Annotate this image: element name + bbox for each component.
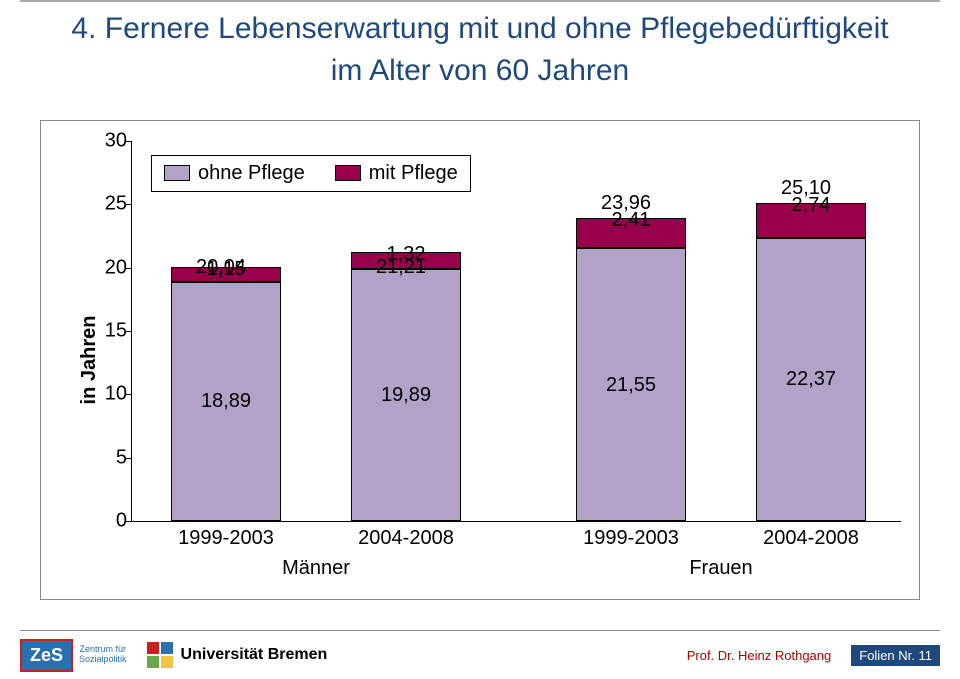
legend-swatch bbox=[335, 165, 361, 181]
x-category-label: 1999-2003 bbox=[156, 527, 296, 550]
author-name: Prof. Dr. Heinz Rothgang bbox=[687, 648, 832, 663]
x-category-label: 2004-2008 bbox=[741, 527, 881, 550]
university-mark-icon bbox=[147, 642, 173, 668]
y-tick-label: 30 bbox=[91, 130, 127, 153]
legend-label: mit Pflege bbox=[369, 162, 458, 184]
x-group-label: Frauen bbox=[621, 557, 821, 580]
footer: ZeS Zentrum fürSozialpolitik Universität… bbox=[0, 631, 960, 679]
university-name: Universität Bremen bbox=[181, 646, 328, 664]
zes-subtitle: Zentrum fürSozialpolitik bbox=[79, 645, 127, 665]
footer-right: Prof. Dr. Heinz Rothgang Folien Nr. 11 bbox=[687, 645, 940, 666]
segment-value-label: 19,89 bbox=[351, 384, 461, 407]
stacked-bar-chart: in Jahren 051015202530 18,891,1519,891,3… bbox=[41, 121, 919, 599]
chart-frame: in Jahren 051015202530 18,891,1519,891,3… bbox=[40, 120, 920, 600]
university-logo: Universität Bremen bbox=[147, 642, 328, 668]
y-tick-label: 5 bbox=[91, 446, 127, 469]
title-line-1: 4. Fernere Lebenserwartung mit und ohne … bbox=[71, 12, 888, 45]
y-tick-label: 20 bbox=[91, 256, 127, 279]
y-tick-label: 25 bbox=[91, 193, 127, 216]
segment-value-label: 21,55 bbox=[576, 374, 686, 397]
y-tick-label: 15 bbox=[91, 320, 127, 343]
zes-logo-box: ZeS bbox=[20, 639, 73, 672]
bar: 18,891,15 bbox=[171, 141, 281, 521]
x-axis bbox=[131, 521, 901, 522]
top-rule bbox=[20, 0, 940, 2]
segment-value-label: 18,89 bbox=[171, 390, 281, 413]
bar-total-label: 25,10 bbox=[781, 177, 831, 200]
bar-total-label: 21,21 bbox=[376, 256, 426, 279]
slide-number: Folien Nr. 11 bbox=[851, 645, 940, 666]
y-tick-label: 0 bbox=[91, 510, 127, 533]
bar-total-label: 20,04 bbox=[196, 256, 246, 279]
legend: ohne Pflege mit Pflege bbox=[151, 155, 471, 192]
y-tick-label: 10 bbox=[91, 383, 127, 406]
legend-label: ohne Pflege bbox=[198, 162, 305, 184]
x-category-label: 1999-2003 bbox=[561, 527, 701, 550]
legend-item: ohne Pflege bbox=[164, 162, 305, 185]
bar: 19,891,32 bbox=[351, 141, 461, 521]
slide-title: 4. Fernere Lebenserwartung mit und ohne … bbox=[0, 0, 960, 92]
segment-value-label: 22,37 bbox=[756, 368, 866, 391]
title-line-2: im Alter von 60 Jahren bbox=[331, 54, 630, 87]
zes-logo: ZeS Zentrum fürSozialpolitik bbox=[20, 639, 127, 672]
bar-total-label: 23,96 bbox=[601, 192, 651, 215]
x-category-label: 2004-2008 bbox=[336, 527, 476, 550]
legend-item: mit Pflege bbox=[335, 162, 458, 185]
legend-swatch bbox=[164, 165, 190, 181]
x-group-label: Männer bbox=[216, 557, 416, 580]
